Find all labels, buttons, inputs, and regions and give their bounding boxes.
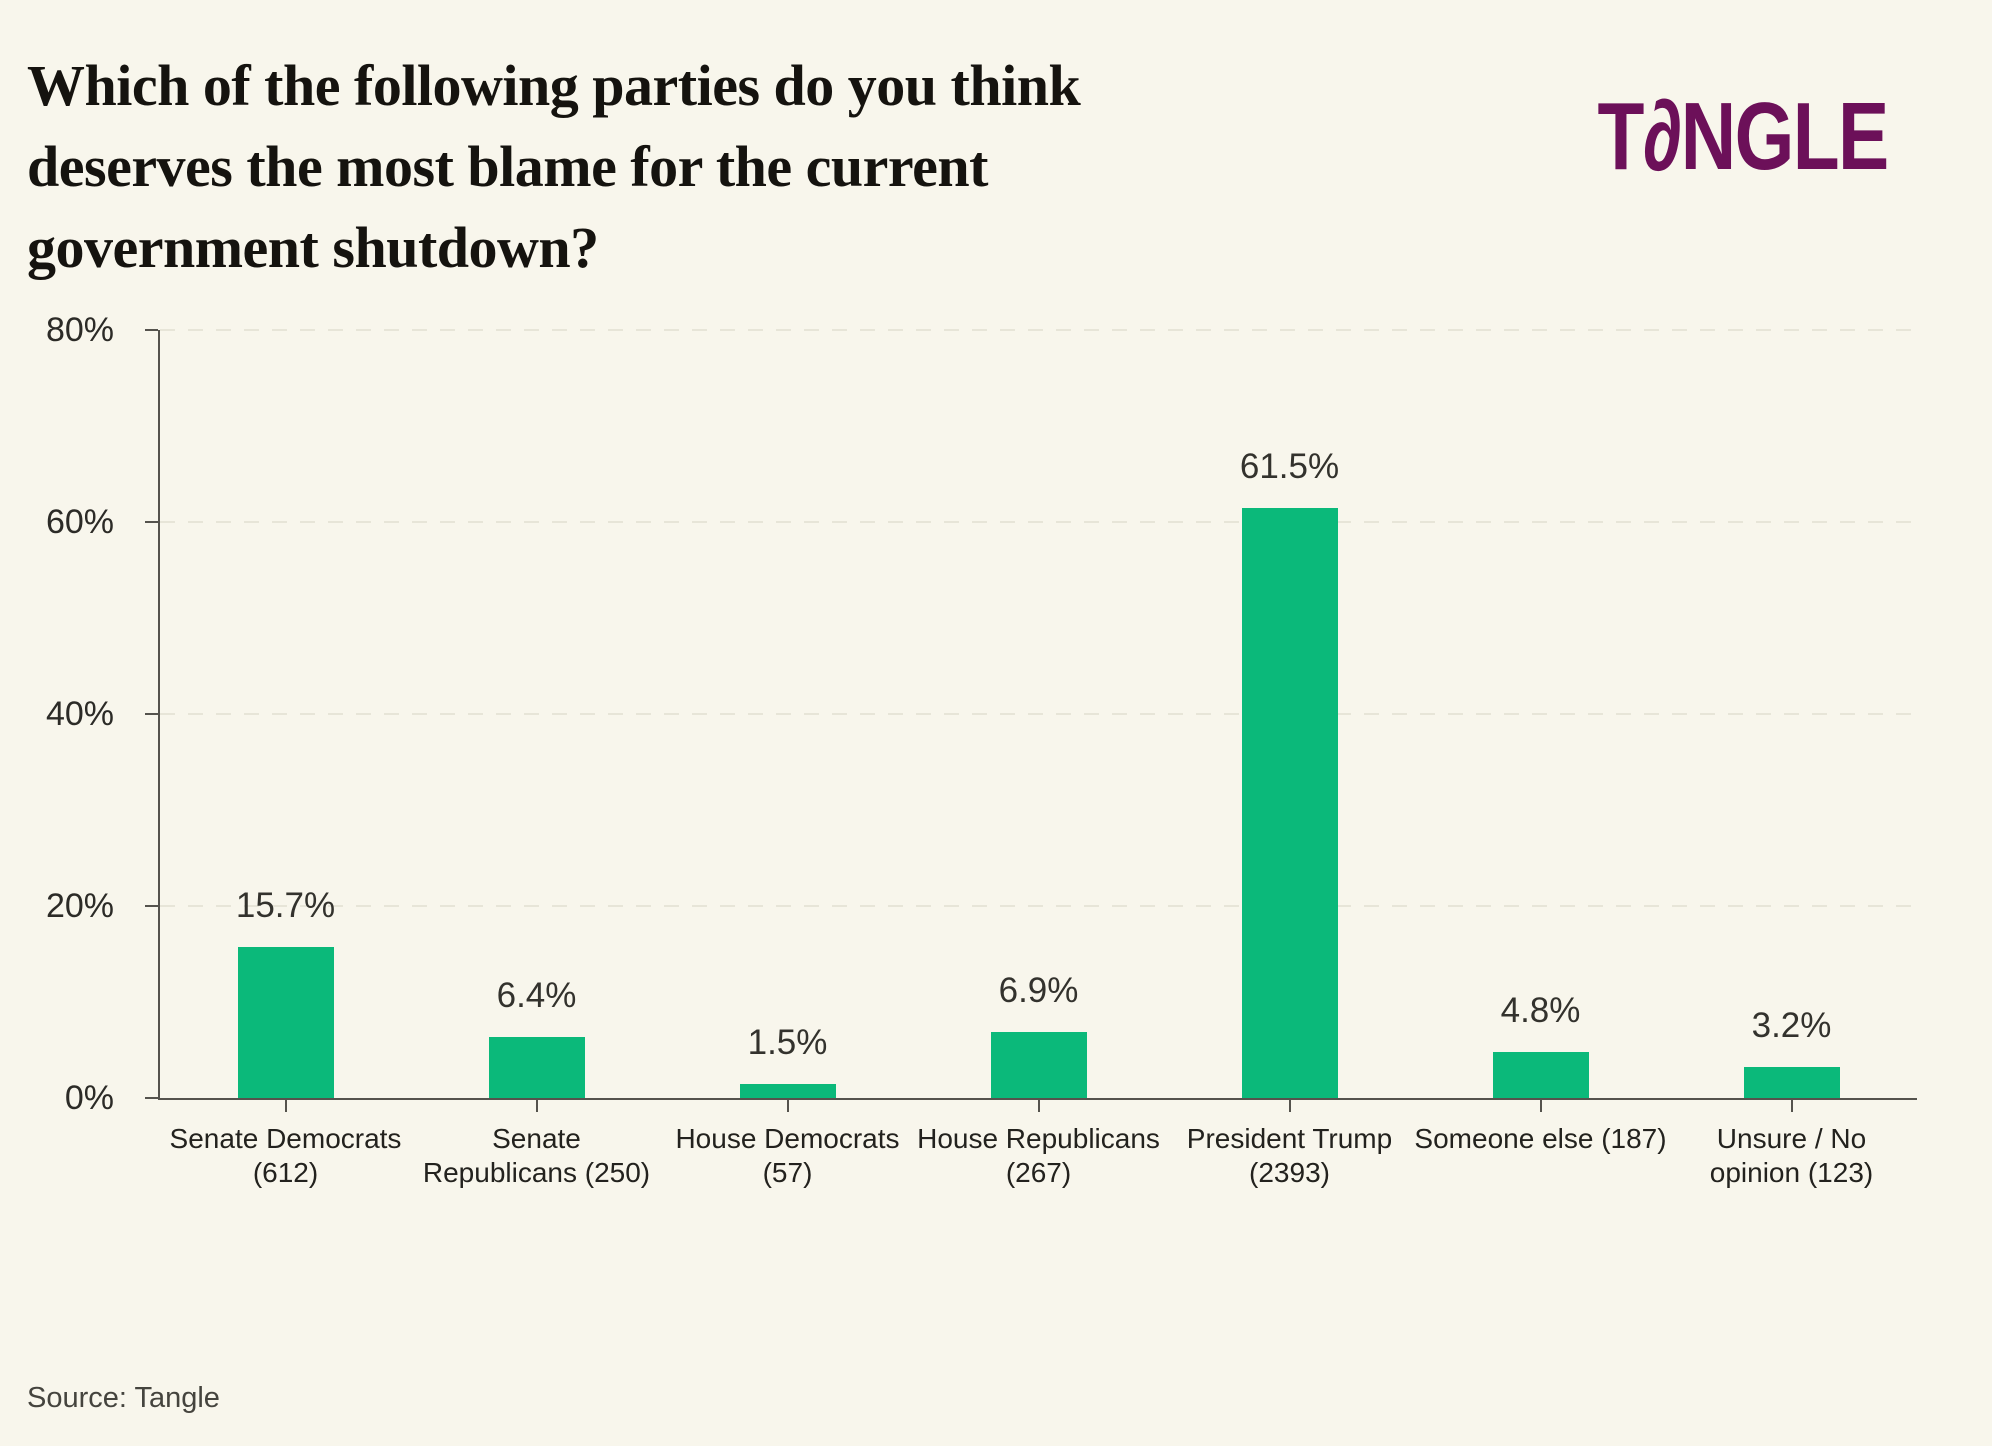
category-label: Someone else (187) — [1414, 1123, 1667, 1154]
y-tick-label: 40% — [45, 695, 114, 733]
x-tick-mark — [1037, 1098, 1040, 1112]
bar — [990, 1031, 1087, 1098]
y-tick-mark — [145, 329, 158, 331]
y-axis: 0% 20% 40% 60% 80% — [0, 313, 158, 1115]
category-label: Senate Republicans (250) — [422, 1123, 651, 1188]
x-tick-mark — [1790, 1098, 1793, 1112]
x-tick-mark — [786, 1098, 789, 1112]
bar-column: 1.5% House Democrats (57) — [662, 330, 913, 1188]
logo-text-post: NGLE — [1681, 83, 1890, 190]
x-tick-mark — [284, 1098, 287, 1112]
tangle-logo: T∂NGLE — [1598, 87, 1890, 187]
bar-column: 6.4% Senate Republicans (250) — [411, 330, 662, 1188]
source-note: Source: Tangle — [27, 1382, 220, 1414]
bar-column: 15.7% Senate Democrats (612) — [160, 330, 411, 1188]
x-tick-mark — [1288, 1098, 1291, 1112]
bar-column: 4.8% Someone else (187) — [1414, 330, 1666, 1154]
y-tick-mark — [145, 1097, 158, 1099]
logo-text-pre: T — [1597, 83, 1645, 190]
chart-title: Which of the following parties do you th… — [27, 45, 1227, 288]
bar-value-label: 6.4% — [496, 975, 577, 1015]
y-tick-label: 0% — [64, 1079, 114, 1117]
bar-chart: 0% 20% 40% 60% 80% 15.7% Senate Democrats (61… — [0, 313, 1917, 1188]
y-tick-label: 80% — [45, 311, 114, 349]
chart-title-line-3: government shutdown? — [27, 214, 599, 280]
bar — [488, 1036, 585, 1098]
y-tick-mark — [145, 713, 158, 715]
chart-title-line-1: Which of the following parties do you th… — [27, 52, 1081, 118]
category-label: Senate Democrats (612) — [169, 1123, 402, 1188]
category-label: House Democrats (57) — [675, 1123, 900, 1188]
bar-column: 3.2% Unsure / No opinion (123) — [1666, 330, 1917, 1188]
bar-value-label: 61.5% — [1239, 446, 1340, 486]
bar-value-label: 4.8% — [1500, 990, 1581, 1030]
bar-column: 61.5% President Trump (2393) — [1164, 330, 1415, 1188]
bar — [739, 1083, 836, 1098]
category-label: President Trump (2393) — [1186, 1123, 1393, 1188]
x-tick-mark — [1539, 1098, 1542, 1112]
plot-area: 15.7% Senate Democrats (612) 6.4% Senate Re… — [158, 329, 1917, 1188]
logo-stylized-a: ∂ — [1643, 81, 1682, 192]
bar-value-label: 6.9% — [998, 970, 1079, 1010]
category-label: Unsure / No opinion (123) — [1709, 1123, 1874, 1188]
y-tick-mark — [145, 905, 158, 907]
y-tick-mark — [145, 521, 158, 523]
bar-value-label: 1.5% — [747, 1022, 828, 1062]
bar — [237, 947, 334, 1098]
bar-column: 6.9% House Republicans (267) — [913, 330, 1164, 1188]
category-label: House Republicans (267) — [917, 1123, 1160, 1188]
bar — [1241, 507, 1338, 1098]
bar — [1743, 1067, 1840, 1098]
y-tick-label: 20% — [45, 887, 114, 925]
y-tick-label: 60% — [45, 503, 114, 541]
bar — [1492, 1051, 1589, 1098]
chart-title-line-2: deserves the most blame for the current — [27, 133, 988, 199]
bar-value-label: 3.2% — [1751, 1006, 1832, 1046]
x-tick-mark — [535, 1098, 538, 1112]
bar-value-label: 15.7% — [235, 886, 336, 926]
